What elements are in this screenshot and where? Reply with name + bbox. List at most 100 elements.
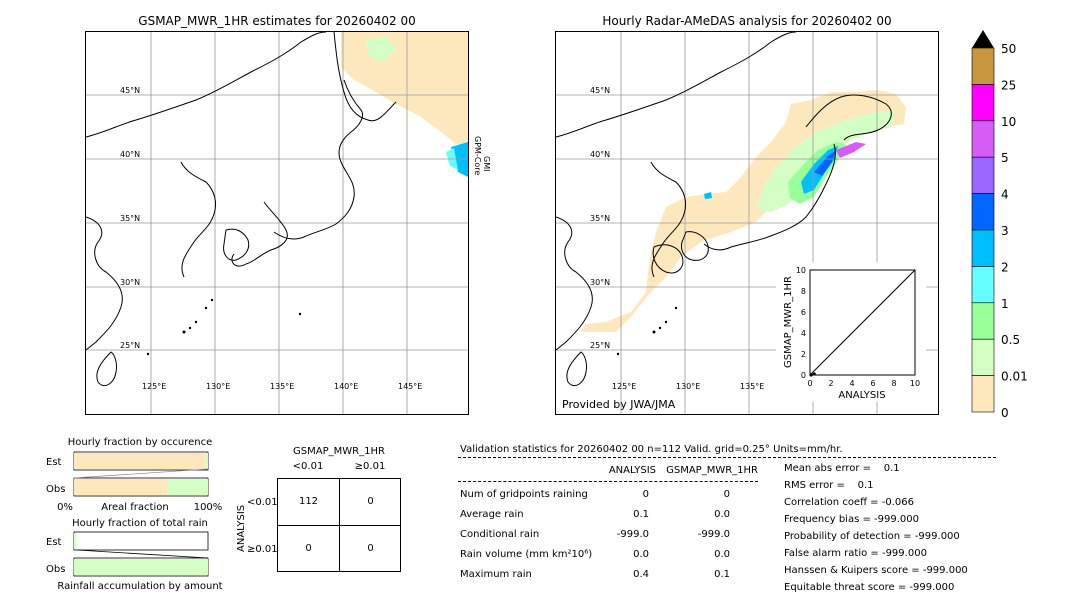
colorbar: 50 25 10 5 4 3 2 1 0.5 0.01 0 <box>971 30 1028 420</box>
occurrence-obs-bar <box>74 479 168 495</box>
occurrence-obs-label: Obs <box>46 484 65 495</box>
contingency-cell-21: 0 <box>305 543 312 554</box>
right-lon-125: 125°E <box>612 382 636 391</box>
contingency-row-1: <0.01 <box>247 497 278 508</box>
left-lon-145: 145°E <box>398 382 422 391</box>
stats-header: Validation statistics for 20260402 00 n=… <box>460 444 843 455</box>
occurrence-xlabel: Areal fraction <box>101 502 168 513</box>
colorbar-label: 2 <box>1001 260 1009 274</box>
colorbar-label: 5 <box>1001 151 1009 165</box>
stats-score-line: Mean abs error = 0.1 <box>784 463 900 474</box>
stats-row-label: Conditional rain <box>460 529 540 540</box>
right-lat-40: 40°N <box>590 150 610 159</box>
contingency-row-2: ≥0.01 <box>247 544 278 555</box>
left-map-canvas: 45°N 40°N 35°N 30°N 25°N 125°E 130°E 135… <box>86 32 468 414</box>
left-map: 45°N 40°N 35°N 30°N 25°N 125°E 130°E 135… <box>85 31 469 415</box>
stats-header-rule <box>458 457 996 458</box>
contingency-table: 112 0 0 0 <box>277 478 401 572</box>
left-grid <box>86 32 468 414</box>
colorbar-block <box>971 193 995 231</box>
colorbar-label: 0.01 <box>1001 370 1028 384</box>
stats-score-line: Frequency bias = -999.000 <box>784 514 919 525</box>
right-analysis-core <box>814 150 836 176</box>
left-islands <box>146 298 302 356</box>
scatter-y-tick: 0 <box>801 371 806 380</box>
right-lat-45: 45°N <box>590 86 610 95</box>
right-map: 45°N 40°N 35°N 30°N 25°N 125°E 130°E 135… <box>555 31 939 415</box>
totalrain-chart: Est Obs Rainfall accumulation by amount <box>46 531 223 592</box>
left-coastline <box>86 32 397 387</box>
colorbar-label: 4 <box>1001 188 1009 202</box>
right-map-canvas: 45°N 40°N 35°N 30°N 25°N 125°E 130°E 135… <box>556 32 938 414</box>
contingency-cell-22: 0 <box>367 543 374 554</box>
scatter-xlabel: ANALYSIS <box>838 390 885 401</box>
stats-score-line: Hanssen & Kuipers score = -999.000 <box>784 565 968 576</box>
scatter-reference-line <box>809 269 916 376</box>
left-rain-light <box>366 36 396 62</box>
scatter-ylabel: GSMAP_MWR_1HR <box>783 276 794 368</box>
scatter-x-tick: 0 <box>807 379 812 388</box>
occurrence-est-bar <box>74 453 206 469</box>
stats-score-line: Equitable threat score = -999.000 <box>784 582 955 593</box>
left-map-title: GSMAP_MWR_1HR estimates for 20260402 00 <box>138 14 416 28</box>
occurrence-chart: Est Obs 0% 100% Areal fraction <box>46 451 222 513</box>
totalrain-xlabel: Rainfall accumulation by amount <box>57 581 222 592</box>
colorbar-block <box>971 84 995 122</box>
left-side-label-1: GPM-Core <box>473 136 482 176</box>
left-rain-area <box>341 32 468 147</box>
stats-row-gsmap: -999.0 <box>697 529 730 540</box>
stats-row-label: Maximum rain <box>460 569 532 580</box>
right-lat-30: 30°N <box>590 278 610 287</box>
totalrain-obs-bar <box>74 559 208 575</box>
colorbar-extend-arrow <box>972 30 994 48</box>
left-lon-130: 130°E <box>206 382 230 391</box>
stats-row-gsmap: 0.0 <box>714 509 730 520</box>
colorbar-block <box>971 375 995 413</box>
right-islands <box>616 306 678 356</box>
left-lon-140: 140°E <box>334 382 358 391</box>
scatter-y-tick: 8 <box>801 287 806 296</box>
occurrence-tick-0: 0% <box>57 502 73 513</box>
scatter-point <box>812 372 816 376</box>
stats-col-analysis: ANALYSIS <box>608 465 656 476</box>
left-lat-45: 45°N <box>120 86 140 95</box>
contingency-cell-12: 0 <box>367 496 374 507</box>
occurrence-title: Hourly fraction by occurence <box>67 437 213 448</box>
occurrence-obs-rest <box>167 479 208 495</box>
colorbar-label: 50 <box>1001 42 1016 56</box>
colorbar-block <box>971 156 995 194</box>
right-lon-135: 135°E <box>740 382 764 391</box>
contingency-col-2: ≥0.01 <box>354 461 386 472</box>
stats-row-analysis: -999.0 <box>616 529 649 540</box>
stats-row-analysis: 0.0 <box>633 549 649 560</box>
right-coastline <box>556 32 892 387</box>
totalrain-obs-label: Obs <box>46 564 65 575</box>
right-lon-130: 130°E <box>676 382 700 391</box>
colorbar-block <box>971 302 995 340</box>
right-analysis-spot <box>704 192 712 199</box>
left-side-label-2: GMI <box>482 156 491 172</box>
stats-row-analysis: 0.4 <box>633 569 649 580</box>
stats-table-rule <box>458 481 758 482</box>
colorbar-label: 1 <box>1001 297 1009 311</box>
right-lat-25: 25°N <box>590 341 610 350</box>
colorbar-block <box>971 338 995 376</box>
stats-score-line: RMS error = 0.1 <box>784 480 874 491</box>
right-map-credit: Provided by JWA/JMA <box>562 398 676 411</box>
scatter-y-tick: 6 <box>801 308 806 317</box>
scatter-point <box>809 373 813 377</box>
stats-row-label: Rain volume (mm km²10⁶) <box>460 549 593 560</box>
stats-score-line: Probability of detection = -999.000 <box>784 531 960 542</box>
occurrence-est-rest <box>205 453 208 469</box>
totalrain-title: Hourly fraction of total rain <box>72 518 208 529</box>
colorbar-label: 3 <box>1001 224 1009 238</box>
stats-col-gsmap: GSMAP_MWR_1HR <box>666 465 758 476</box>
stats-row-gsmap: 0.0 <box>714 549 730 560</box>
contingency-cell-11: 112 <box>298 496 319 507</box>
stats-row-gsmap: 0.1 <box>714 569 730 580</box>
stats-row-analysis: 0 <box>642 489 649 500</box>
left-lat-40: 40°N <box>120 150 140 159</box>
left-lat-30: 30°N <box>120 278 140 287</box>
totalrain-est-label: Est <box>46 537 62 548</box>
left-lon-125: 125°E <box>142 382 166 391</box>
